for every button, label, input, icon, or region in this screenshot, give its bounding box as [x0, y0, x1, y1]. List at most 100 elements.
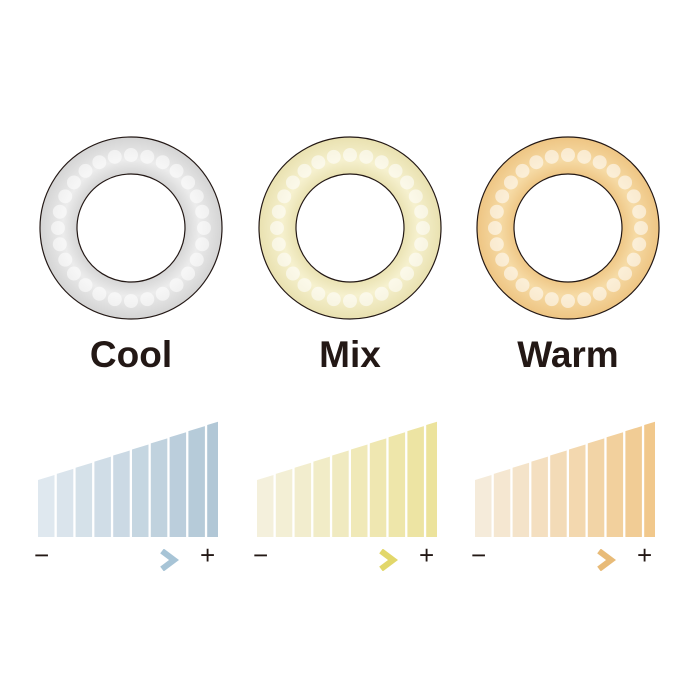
arrow-right-icon [281, 549, 398, 571]
led [297, 163, 312, 178]
led [359, 149, 374, 164]
led [503, 266, 518, 281]
led [271, 204, 286, 219]
level-bar [257, 475, 274, 537]
led [489, 237, 504, 252]
brightness-bars [257, 421, 437, 537]
level-bar [407, 426, 424, 537]
led [495, 252, 510, 267]
level-bar [313, 456, 330, 537]
minus-sign: − [34, 540, 50, 570]
led [400, 266, 415, 281]
led [277, 252, 292, 267]
led [169, 278, 184, 293]
led [606, 278, 621, 293]
brightness-bars [475, 421, 655, 537]
led [297, 278, 312, 293]
led [51, 221, 65, 235]
led [618, 266, 633, 281]
level-bar [132, 444, 149, 537]
led [632, 204, 647, 219]
led [503, 175, 518, 190]
level-bar [426, 421, 437, 537]
mode-label: Cool [89, 334, 173, 375]
led [66, 175, 81, 190]
level-bar [606, 432, 624, 537]
led [416, 221, 430, 235]
led [529, 286, 544, 301]
level-bar [75, 462, 93, 537]
led [626, 189, 641, 204]
led [92, 286, 107, 301]
led [408, 252, 423, 267]
led [189, 189, 204, 204]
mode-warm: Warm − + [457, 0, 677, 700]
led [489, 204, 504, 219]
level-bar [113, 450, 130, 537]
led [495, 189, 510, 204]
level-bar [625, 426, 642, 537]
led [277, 189, 292, 204]
led [408, 189, 423, 204]
led [606, 163, 621, 178]
led [326, 292, 341, 307]
led [311, 155, 326, 170]
led [195, 204, 210, 219]
led [58, 189, 73, 204]
level-bar [351, 444, 368, 537]
level-bar [275, 468, 293, 537]
led [271, 237, 286, 252]
led [66, 266, 81, 281]
minus-sign: − [253, 540, 269, 570]
led [197, 221, 211, 235]
led [140, 149, 155, 164]
led [195, 237, 210, 252]
led [388, 163, 403, 178]
led [124, 148, 138, 162]
led [592, 286, 607, 301]
mode-label: Mix [319, 334, 381, 375]
level-bar [56, 468, 74, 537]
led [618, 175, 633, 190]
led [374, 286, 389, 301]
level-bar [569, 444, 586, 537]
led [107, 149, 122, 164]
level-bar [369, 438, 387, 537]
arrow-right-icon [62, 549, 179, 571]
plus-sign: + [200, 540, 216, 570]
led [189, 252, 204, 267]
level-bar [388, 432, 406, 537]
level-bar [587, 438, 605, 537]
led [343, 294, 357, 308]
brightness-bars [38, 421, 218, 537]
level-bar [38, 475, 55, 537]
led [52, 204, 67, 219]
level-bar [550, 450, 567, 537]
led [544, 292, 559, 307]
led [388, 278, 403, 293]
led [285, 175, 300, 190]
led [592, 155, 607, 170]
led [311, 286, 326, 301]
led [577, 292, 592, 307]
led [78, 163, 93, 178]
level-bar [150, 438, 168, 537]
minus-sign: − [471, 540, 487, 570]
led [414, 204, 429, 219]
led [155, 155, 170, 170]
led [124, 294, 138, 308]
led [488, 221, 502, 235]
led [634, 221, 648, 235]
led [529, 155, 544, 170]
level-bar [294, 462, 312, 537]
led [632, 237, 647, 252]
led [515, 163, 530, 178]
led [285, 266, 300, 281]
led [155, 286, 170, 301]
led [58, 252, 73, 267]
led [92, 155, 107, 170]
mode-cool: Cool − + [20, 0, 240, 700]
ring-light-icon [476, 136, 660, 320]
arrow-right-icon [499, 549, 616, 571]
led [359, 292, 374, 307]
